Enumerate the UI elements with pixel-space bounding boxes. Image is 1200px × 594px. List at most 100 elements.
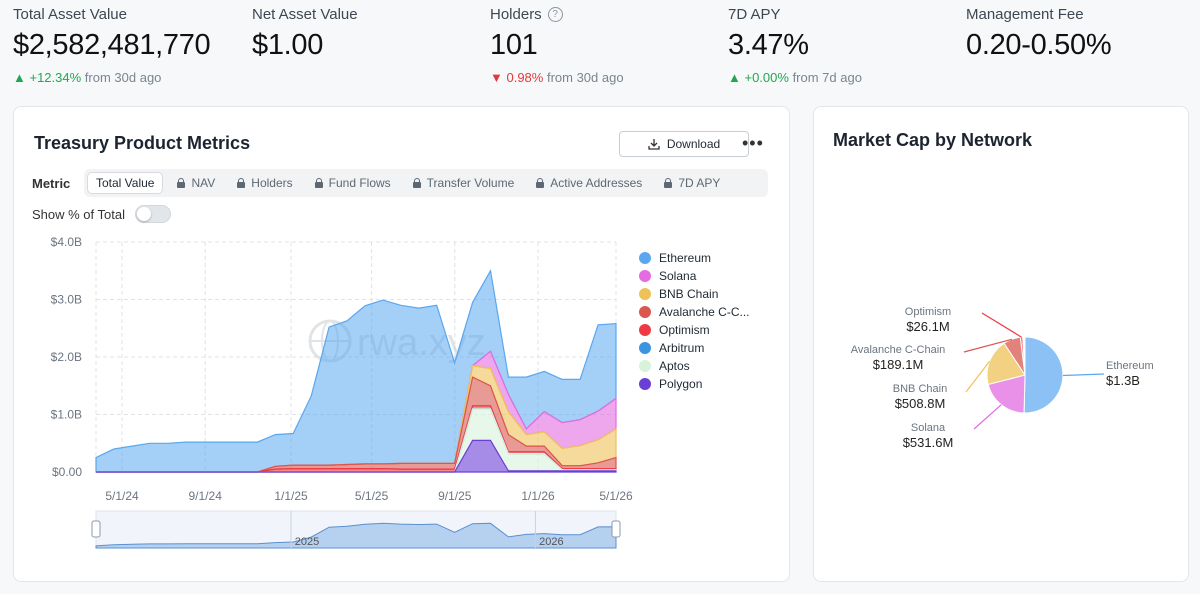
tab-nav[interactable]: NAV (169, 172, 223, 194)
toggle-label: Show % of Total (32, 206, 125, 222)
legend-label: Optimism (659, 323, 710, 337)
pie-label-name: Avalanche C-Chain (850, 344, 946, 356)
pie-connector-ethereum (1062, 373, 1105, 377)
more-options-icon[interactable]: ••• (742, 133, 764, 153)
change-suffix: from 30d ago (546, 70, 624, 85)
stat-holders: Holders? 101 ▼ 0.98% from 30d ago (490, 6, 624, 85)
toggle-knob (136, 207, 151, 221)
metric-selector: Metric Total Value NAV Holders Fund Flows Tr… (32, 169, 768, 197)
stat-apy: 7D APY 3.47% ▲ +0.00% from 7d ago (728, 6, 862, 85)
market-cap-pie-chart[interactable] (814, 107, 1190, 583)
legend-item-polygon[interactable]: Polygon (639, 375, 750, 393)
chart-legend: Ethereum Solana BNB Chain Avalanche C-C... O… (639, 249, 750, 393)
stat-total-asset-value: Total Asset Value $2,582,481,770 ▲ +12.3… (13, 6, 211, 85)
stats-header: Total Asset Value $2,582,481,770 ▲ +12.3… (0, 0, 1200, 100)
tab-label: NAV (191, 176, 216, 190)
legend-dot (639, 306, 651, 318)
lock-icon (237, 178, 246, 188)
y-tick-label: $4.0B (51, 235, 82, 249)
pie-connector-avalanche (963, 338, 1013, 353)
change-down: ▼ 0.98% (490, 70, 544, 85)
stat-value: 101 (490, 29, 538, 61)
navigator-handle-left[interactable] (91, 520, 101, 538)
tab-label: Total Value (96, 176, 155, 190)
y-tick-label: $0.00 (52, 465, 82, 479)
x-tick-label: 1/1/25 (274, 489, 308, 503)
legend-item-aptos[interactable]: Aptos (639, 357, 750, 375)
stat-value: 3.47% (728, 29, 809, 61)
metric-tabs: Total Value NAV Holders Fund Flows Transfer … (84, 169, 768, 197)
legend-dot (639, 324, 651, 336)
card-title: Treasury Product Metrics (34, 133, 251, 153)
legend-item-arbitrum[interactable]: Arbitrum (639, 339, 750, 357)
pie-connector-bnb (965, 360, 991, 393)
area-polygon[interactable] (96, 439, 617, 473)
legend-dot (639, 378, 651, 390)
stat-change: ▲ +12.34% from 30d ago (13, 70, 210, 85)
legend-dot (639, 252, 651, 264)
legend-item-ethereum[interactable]: Ethereum (639, 249, 750, 267)
total-value-chart[interactable]: $4.0B $3.0B $2.0B $1.0B $0.00 5/1/24 9/1/24 1/1… (14, 107, 791, 583)
tab-label: 7D APY (678, 176, 721, 190)
stat-net-asset-value: Net Asset Value $1.00 (252, 6, 358, 62)
change-up: ▲ +0.00% (728, 70, 789, 85)
legend-item-optimism[interactable]: Optimism (639, 321, 750, 339)
legend-label: BNB Chain (659, 287, 719, 301)
pie-connector-optimism (981, 312, 1022, 338)
show-percent-toggle[interactable] (134, 205, 171, 223)
stat-label: 7D APY (728, 6, 781, 23)
pie-slice-polygon[interactable] (1023, 336, 1026, 376)
legend-item-solana[interactable]: Solana (639, 267, 750, 285)
x-tick-label: 5/1/24 (105, 489, 139, 503)
pie-label-name: Ethereum (1106, 360, 1154, 372)
legend-item-bnb[interactable]: BNB Chain (639, 285, 750, 303)
legend-label: Solana (659, 269, 697, 283)
stat-value: $1.00 (252, 29, 324, 61)
help-icon[interactable]: ? (547, 7, 563, 22)
legend-label: Aptos (659, 359, 690, 373)
pie-label-name: Solana (910, 422, 946, 434)
stat-label: Management Fee (966, 6, 1084, 23)
tab-7d-apy[interactable]: 7D APY (656, 172, 728, 194)
tab-active-addresses[interactable]: Active Addresses (528, 172, 650, 194)
stat-value: 0.20-0.50% (966, 29, 1112, 61)
navigator-tick-label: 2025 (295, 536, 319, 548)
pie-label-value: $531.6M (902, 435, 954, 450)
percent-toggle-row: Show % of Total (32, 205, 171, 223)
tab-label: Transfer Volume (426, 176, 515, 190)
change-suffix: from 30d ago (84, 70, 162, 85)
market-cap-card: Market Cap by Network Optimism $26.1M Aval… (813, 106, 1189, 582)
pie-label-name: BNB Chain (892, 383, 948, 395)
legend-dot (639, 342, 651, 354)
navigator-handle-right[interactable] (611, 520, 621, 538)
legend-label: Ethereum (659, 251, 712, 265)
tab-transfer-volume[interactable]: Transfer Volume (405, 172, 523, 194)
holders-label: Holders (490, 6, 542, 23)
stat-label: Net Asset Value (252, 6, 358, 23)
pie-slice-solana[interactable] (987, 374, 1026, 414)
download-label: Download (666, 137, 721, 151)
legend-item-avalanche[interactable]: Avalanche C-C... (639, 303, 750, 321)
lock-icon (177, 178, 186, 188)
legend-dot (639, 288, 651, 300)
x-tick-label: 9/1/25 (438, 489, 472, 503)
navigator-tick-label: 2026 (539, 536, 563, 548)
stat-label: Total Asset Value (13, 6, 127, 23)
stat-change: ▲ +0.00% from 7d ago (728, 70, 862, 85)
tab-label: Active Addresses (550, 176, 643, 190)
y-tick-label: $1.0B (51, 408, 82, 422)
download-icon (648, 139, 660, 150)
legend-dot (639, 270, 651, 282)
stat-label: Holders? (490, 6, 624, 23)
lock-icon (664, 178, 673, 188)
pie-connector-solana (973, 404, 1002, 430)
download-button[interactable]: Download (619, 131, 749, 157)
tab-label: Fund Flows (328, 176, 391, 190)
lock-icon (412, 178, 421, 188)
pie-slice-ethereum[interactable] (1023, 336, 1064, 414)
tab-total-value[interactable]: Total Value (87, 172, 164, 194)
tab-fund-flows[interactable]: Fund Flows (307, 172, 399, 194)
tab-holders[interactable]: Holders (229, 172, 300, 194)
x-tick-label: 1/1/26 (521, 489, 555, 503)
navigator-area (95, 522, 617, 549)
